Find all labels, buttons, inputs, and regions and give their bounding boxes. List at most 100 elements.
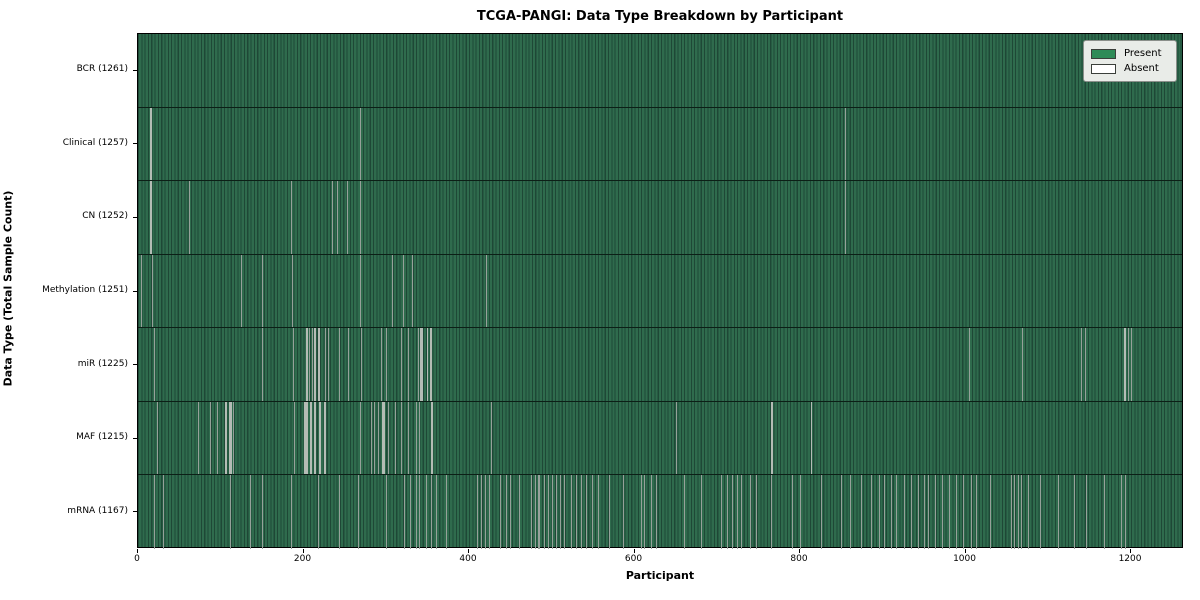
absent-mark: [304, 401, 308, 475]
absent-mark: [1073, 475, 1075, 549]
y-tick-label-methylation: Methylation (1251): [42, 285, 128, 295]
absent-mark: [373, 401, 375, 475]
x-axis-label: Participant: [625, 569, 695, 582]
absent-mark: [1058, 475, 1060, 549]
absent-mark: [486, 254, 488, 328]
y-tick-mark: [133, 364, 137, 366]
absent-mark: [970, 475, 972, 549]
absent-mark: [416, 475, 418, 549]
legend-entry-present: Present: [1091, 46, 1169, 61]
absent-mark: [348, 328, 350, 401]
absent-mark: [771, 401, 773, 475]
absent-mark: [318, 475, 320, 549]
y-tick-label-maf: MAF (1215): [76, 432, 128, 443]
absent-mark: [370, 401, 372, 475]
absent-mark: [800, 475, 801, 549]
y-tick-mark: [133, 143, 137, 145]
row-maf: [138, 401, 1182, 476]
absent-mark: [401, 401, 403, 475]
absent-mark: [934, 475, 936, 549]
absent-mark: [325, 328, 326, 401]
absent-mark: [509, 475, 511, 549]
absent-mark: [737, 475, 739, 549]
absent-mark: [229, 475, 231, 549]
absent-mark: [608, 475, 610, 549]
absent-mark: [430, 401, 433, 475]
absent-mark: [311, 328, 313, 401]
absent-mark: [419, 401, 421, 475]
absent-mark: [675, 401, 677, 475]
absent-mark: [820, 475, 822, 549]
absent-mark: [324, 401, 326, 475]
row-clinical: [138, 107, 1182, 182]
absent-mark: [484, 475, 486, 549]
absent-mark: [162, 475, 164, 549]
absent-mark: [291, 254, 293, 328]
present-swatch-icon: [1091, 48, 1116, 59]
x-tick-label-1200: 1200: [1118, 554, 1142, 564]
absent-mark: [417, 328, 419, 401]
y-tick-mark: [133, 437, 137, 439]
absent-mark: [361, 328, 363, 401]
chart-title: TCGA-PANGI: Data Type Breakdown by Parti…: [476, 9, 844, 24]
absent-mark: [420, 328, 423, 401]
absent-mark: [732, 475, 734, 549]
absent-mark: [591, 475, 593, 549]
absent-mark: [381, 328, 383, 401]
absent-mark: [386, 475, 388, 549]
y-tick-label-bcr: BCR (1261): [76, 64, 128, 75]
y-tick-label-mir: miR (1225): [77, 358, 128, 369]
absent-mark: [955, 475, 957, 549]
absent-mark: [430, 475, 432, 549]
absent-mark: [291, 181, 293, 254]
absent-mark: [306, 328, 308, 401]
absent-mark: [430, 328, 432, 401]
absent-mark: [917, 475, 919, 549]
absent-mark: [318, 328, 321, 401]
absent-mark: [1131, 328, 1132, 401]
absent-mark: [1125, 475, 1127, 549]
absent-mark: [216, 401, 218, 475]
x-tick-mark: [799, 549, 801, 553]
row-cn: [138, 181, 1182, 255]
absent-mark: [314, 328, 316, 401]
absent-mark: [564, 475, 566, 549]
absent-mark: [153, 475, 155, 549]
absent-mark: [884, 475, 886, 549]
absent-mark: [598, 475, 600, 549]
absent-mark: [291, 475, 293, 549]
absent-mark: [976, 475, 978, 549]
absent-mark: [426, 475, 427, 549]
absent-mark: [150, 107, 153, 181]
absent-mark: [241, 254, 243, 328]
absent-mark: [293, 401, 295, 475]
absent-mark: [394, 401, 396, 475]
absent-mark: [401, 328, 403, 401]
absent-mark: [157, 401, 158, 475]
absent-mark: [152, 254, 154, 328]
absent-mark: [407, 328, 409, 401]
absent-mark: [1121, 475, 1123, 549]
absent-mark: [555, 475, 557, 549]
absent-mark: [585, 475, 587, 549]
absent-mark: [575, 475, 577, 549]
absent-mark: [262, 328, 264, 401]
x-tick-mark: [302, 549, 304, 553]
absent-mark: [233, 401, 235, 475]
absent-mark: [560, 475, 561, 549]
absent-mark: [262, 475, 264, 549]
absent-mark: [771, 475, 773, 549]
absent-mark: [229, 401, 233, 475]
y-tick-mark: [133, 69, 137, 71]
absent-mark: [643, 475, 645, 549]
absent-mark: [968, 328, 970, 401]
legend-entry-absent: Absent: [1091, 61, 1169, 76]
absent-mark: [249, 475, 251, 549]
absent-mark: [963, 475, 964, 549]
absent-mark: [641, 475, 643, 549]
absent-mark: [531, 475, 533, 549]
absent-mark: [499, 475, 501, 549]
y-tick-label-mrna: mRNA (1167): [67, 505, 128, 516]
absent-mark: [903, 475, 905, 549]
